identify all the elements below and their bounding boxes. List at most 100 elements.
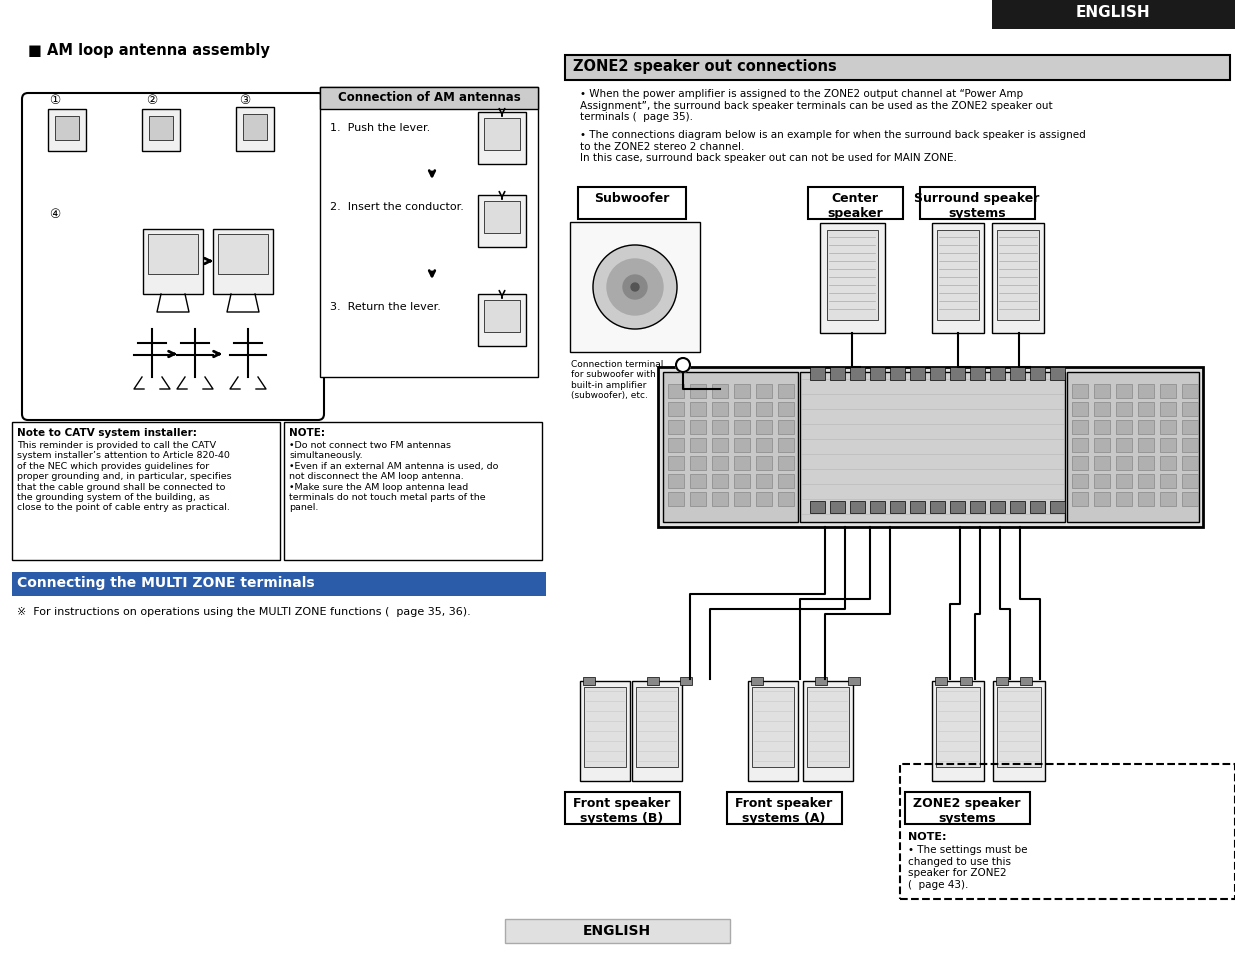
Bar [1182, 402, 1198, 416]
Bar [937, 231, 979, 320]
Bar [713, 493, 727, 506]
Text: NOTE:: NOTE: [289, 428, 325, 437]
Bar [1020, 678, 1032, 685]
Text: This reminder is provided to call the CATV
system installer’s attention to Artic: This reminder is provided to call the CA… [17, 440, 232, 512]
Circle shape [622, 275, 647, 299]
Bar [995, 678, 1008, 685]
Bar [734, 385, 750, 398]
Text: ①: ① [49, 93, 61, 107]
Bar [778, 420, 794, 435]
Bar [752, 687, 794, 767]
Bar [932, 681, 984, 781]
Bar [850, 368, 864, 380]
Bar [890, 501, 905, 514]
Bar [830, 368, 845, 380]
Bar [1160, 456, 1176, 471]
Bar [236, 108, 274, 152]
Bar [751, 678, 763, 685]
Bar [756, 475, 772, 489]
Bar [778, 438, 794, 453]
Text: Subwoofer: Subwoofer [594, 192, 669, 205]
Bar [478, 195, 526, 248]
Bar [690, 402, 706, 416]
Bar [1094, 456, 1110, 471]
Text: ④: ④ [49, 209, 61, 221]
Bar [935, 678, 947, 685]
Bar [1137, 475, 1153, 489]
Bar [484, 119, 520, 151]
Bar [1137, 402, 1153, 416]
Bar [930, 368, 945, 380]
Bar [848, 678, 860, 685]
Bar [815, 678, 827, 685]
Bar [48, 110, 86, 152]
Bar [734, 456, 750, 471]
Bar [1094, 385, 1110, 398]
Text: ENGLISH: ENGLISH [1076, 5, 1150, 20]
Bar [800, 373, 1065, 522]
Bar [756, 402, 772, 416]
Bar [806, 687, 848, 767]
Bar [583, 678, 595, 685]
Bar [484, 301, 520, 333]
Bar [505, 919, 730, 943]
Bar [1072, 402, 1088, 416]
Bar [1137, 385, 1153, 398]
Bar [12, 422, 280, 560]
Bar [690, 438, 706, 453]
Bar [756, 420, 772, 435]
Bar [580, 681, 630, 781]
Text: ③: ③ [240, 93, 251, 107]
Text: Connection terminal
for subwoofer with
built-in amplifier
(subwoofer), etc.: Connection terminal for subwoofer with b… [571, 359, 663, 399]
Text: 1.  Push the lever.: 1. Push the lever. [330, 123, 430, 132]
Bar [668, 438, 684, 453]
Bar [1010, 368, 1025, 380]
Bar [1050, 368, 1065, 380]
Text: • When the power amplifier is assigned to the ZONE2 output channel at “Power Amp: • When the power amplifier is assigned t… [580, 89, 1052, 122]
Bar [778, 475, 794, 489]
Bar [756, 493, 772, 506]
Bar [668, 493, 684, 506]
Bar [756, 456, 772, 471]
Text: 3.  Return the lever.: 3. Return the lever. [330, 302, 441, 312]
Text: Connection of AM antennas: Connection of AM antennas [337, 91, 520, 104]
Bar [1116, 475, 1132, 489]
Circle shape [606, 260, 663, 315]
Bar [713, 420, 727, 435]
Bar [1094, 475, 1110, 489]
Bar [564, 56, 1230, 81]
Bar [1094, 493, 1110, 506]
Bar [827, 231, 878, 320]
Bar [1072, 456, 1088, 471]
Bar [1160, 438, 1176, 453]
Bar [734, 493, 750, 506]
Text: ENGLISH: ENGLISH [583, 923, 651, 937]
Bar [778, 402, 794, 416]
Bar [997, 231, 1039, 320]
Bar [1182, 456, 1198, 471]
Bar [571, 223, 700, 353]
Bar [1182, 438, 1198, 453]
Bar [803, 681, 853, 781]
Text: Surround speaker
systems: Surround speaker systems [914, 192, 1040, 220]
Bar [905, 792, 1030, 824]
Bar [1072, 385, 1088, 398]
Bar [219, 234, 268, 274]
Bar [1067, 373, 1199, 522]
Bar [734, 420, 750, 435]
Bar [778, 493, 794, 506]
Bar [320, 88, 538, 377]
Bar [756, 438, 772, 453]
Bar [1116, 420, 1132, 435]
Bar [969, 368, 986, 380]
Bar [632, 681, 682, 781]
Bar [1160, 402, 1176, 416]
Bar [850, 501, 864, 514]
Bar [869, 368, 885, 380]
Bar [932, 224, 984, 334]
Bar [1182, 493, 1198, 506]
Bar [668, 402, 684, 416]
Bar [808, 188, 903, 220]
Bar [990, 368, 1005, 380]
Bar [727, 792, 842, 824]
